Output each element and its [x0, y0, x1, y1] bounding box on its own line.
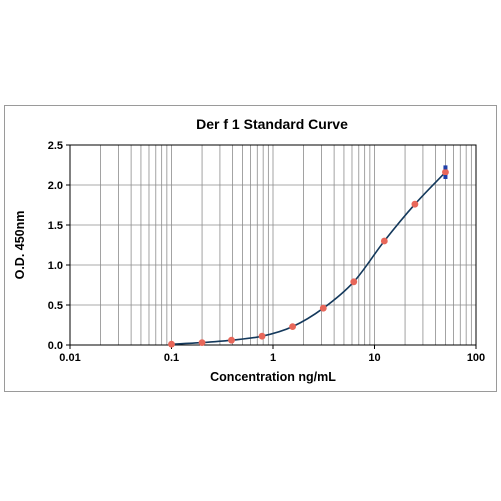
- x-axis-label: Concentration ng/mL: [210, 370, 336, 384]
- x-tick-label: 10: [368, 352, 380, 364]
- data-point: [411, 200, 419, 208]
- data-point: [198, 339, 206, 346]
- grid-lines: [70, 145, 476, 345]
- y-tick-label: 1.0: [48, 260, 63, 272]
- data-point: [258, 332, 266, 340]
- data-point: [319, 304, 327, 312]
- y-axis-ticks: 0.0 0.5 1.0 1.5 2.0 2.5: [48, 140, 70, 352]
- x-tick-label: 100: [467, 352, 485, 364]
- x-axis-ticks: 0.01 0.1 1 10 100: [59, 345, 485, 364]
- data-point: [350, 278, 358, 286]
- data-point-marker: [443, 165, 448, 170]
- x-tick-label: 1: [270, 352, 276, 364]
- x-tick-label: 0.01: [59, 352, 80, 364]
- x-tick-label: 0.1: [164, 352, 179, 364]
- data-point-marker: [443, 175, 448, 179]
- y-tick-label: 1.5: [48, 220, 63, 232]
- y-tick-label: 0.0: [48, 340, 63, 352]
- chart-area-border: [4, 105, 497, 392]
- chart-title: Der f 1 Standard Curve: [196, 116, 348, 132]
- fit-curve-line: [171, 171, 447, 345]
- data-points: [168, 165, 449, 348]
- y-tick-label: 2.5: [48, 140, 63, 152]
- data-point: [380, 237, 388, 245]
- data-point: [228, 336, 235, 344]
- y-tick-label: 0.5: [48, 300, 63, 312]
- data-point: [289, 323, 297, 330]
- data-point: [168, 340, 175, 348]
- y-tick-label: 2.0: [48, 180, 63, 192]
- y-axis-label: O.D. 450nm: [13, 211, 27, 280]
- data-point: [442, 168, 449, 176]
